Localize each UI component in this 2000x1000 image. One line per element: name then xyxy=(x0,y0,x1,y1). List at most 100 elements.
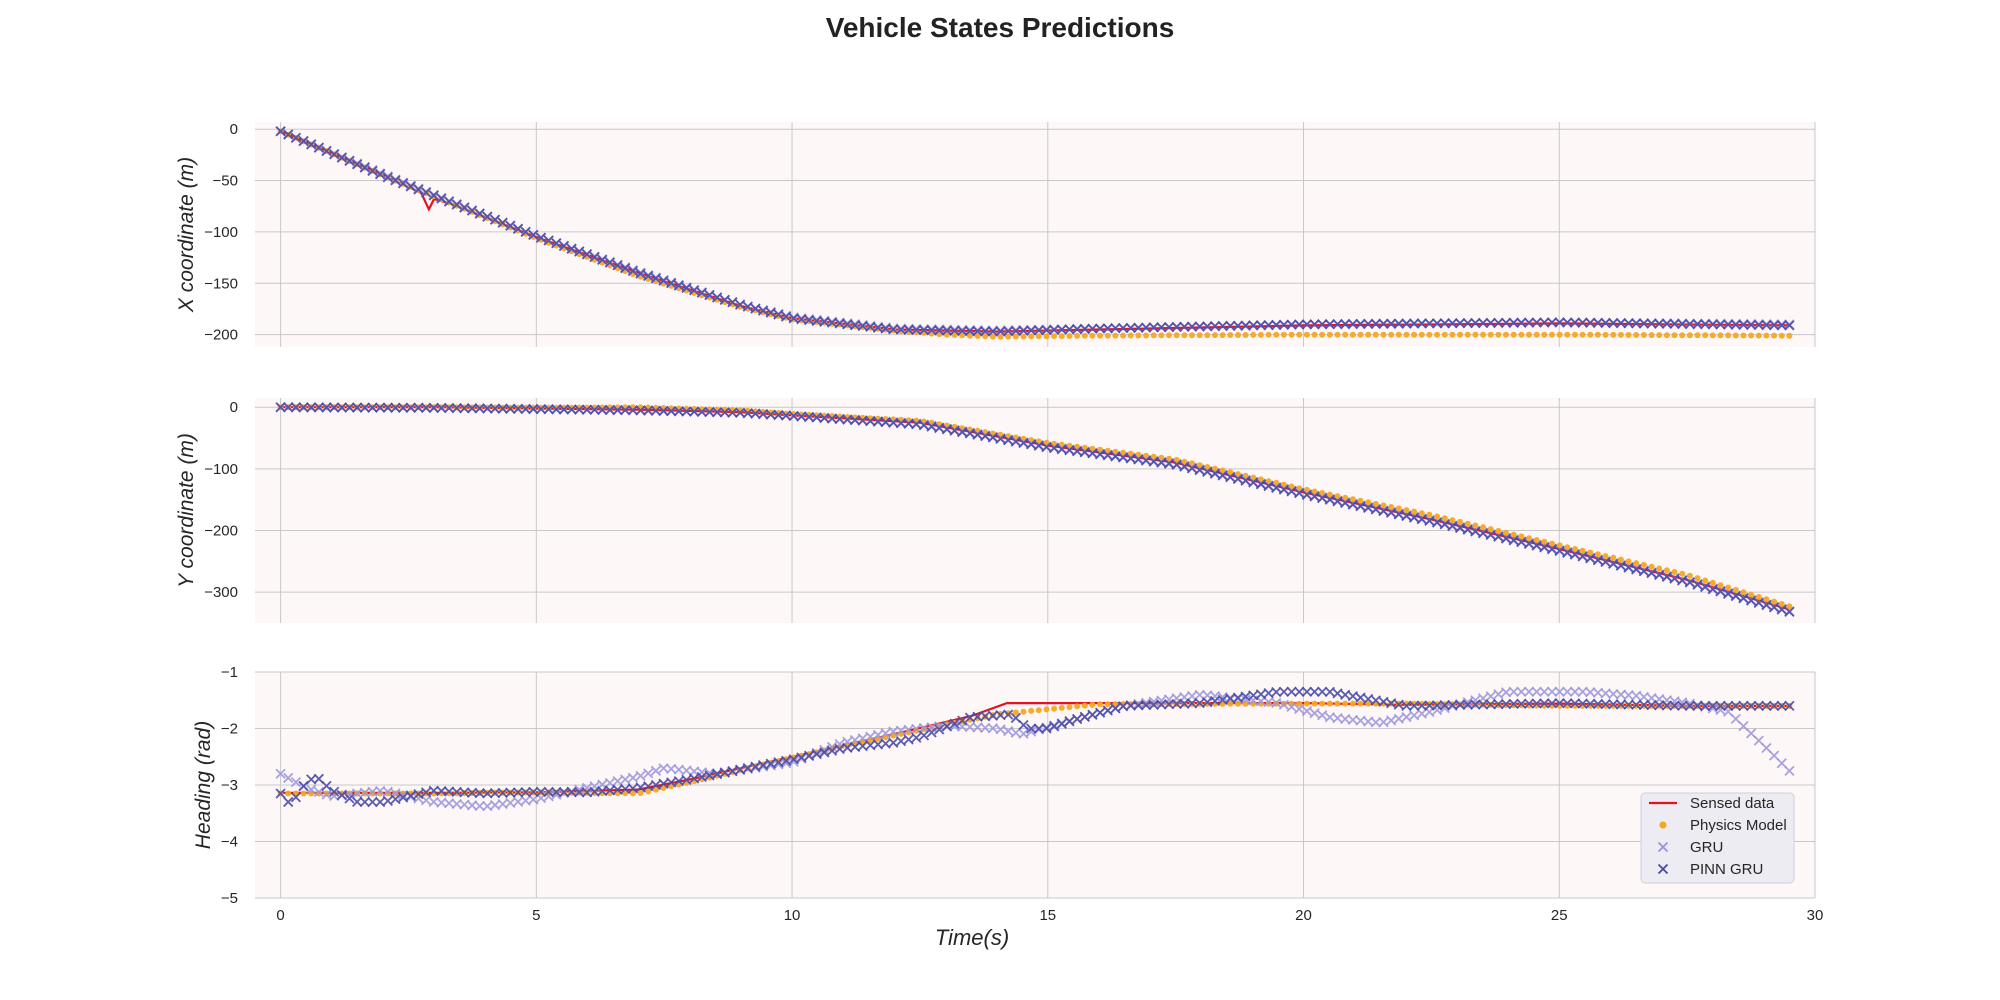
pinn-gru-point xyxy=(275,402,286,413)
pinn-gru-point xyxy=(574,404,585,415)
pinn-gru-point xyxy=(1592,698,1604,710)
physics-model-point xyxy=(1725,584,1732,591)
pinn-gru-point xyxy=(666,405,677,417)
y-tick-label: −200 xyxy=(204,327,238,344)
pinn-gru-point xyxy=(1761,700,1772,712)
pinn-gru-point xyxy=(505,220,516,231)
physics-model-point xyxy=(1610,554,1617,561)
pinn-gru-point xyxy=(1033,325,1044,336)
gru-point xyxy=(306,784,317,795)
pinn-gru-point xyxy=(689,773,700,784)
physics-model-point xyxy=(1212,332,1218,339)
pinn-gru-point xyxy=(719,294,730,306)
pinn-gru-point xyxy=(934,724,945,735)
pinn-gru-point xyxy=(1477,528,1489,539)
pinn-gru-point xyxy=(1271,319,1282,331)
pinn-gru-point xyxy=(1669,318,1680,330)
pinn-gru-point xyxy=(1554,697,1565,709)
pinn-gru-point xyxy=(1715,319,1726,330)
physics-model-point xyxy=(1594,331,1601,338)
pinn-gru-point xyxy=(558,404,570,415)
pinn-gru-point xyxy=(972,326,983,337)
pinn-gru-point xyxy=(750,761,761,772)
pinn-gru-point xyxy=(367,796,378,808)
physics-model-point xyxy=(1296,485,1303,492)
pinn-gru-point xyxy=(1684,318,1695,330)
pinn-gru-point xyxy=(826,745,838,756)
pinn-gru-point xyxy=(1523,698,1535,709)
pinn-gru-point xyxy=(306,139,317,150)
gru-point xyxy=(1416,708,1427,719)
pinn-gru-point xyxy=(497,787,508,799)
pinn-gru-point xyxy=(1723,588,1734,599)
physics-model-point xyxy=(1648,332,1655,339)
pinn-gru-point xyxy=(643,270,654,282)
physics-model-point xyxy=(1257,331,1264,338)
pinn-gru-point xyxy=(520,226,531,237)
pinn-gru-point xyxy=(765,307,776,318)
pinn-gru-point xyxy=(604,404,616,416)
physics-model-point xyxy=(1702,332,1709,339)
gru-point xyxy=(880,728,891,739)
pinn-gru-point xyxy=(1431,318,1443,329)
physics-model-point xyxy=(1755,593,1762,600)
physics-model-point xyxy=(1372,500,1379,507)
gru-point xyxy=(551,789,562,800)
pinn-gru-point xyxy=(1378,696,1389,707)
physics-model-point xyxy=(1434,331,1441,338)
physics-model-point xyxy=(1426,511,1433,518)
pinn-gru-point xyxy=(689,285,700,296)
physics-model-point xyxy=(1617,556,1624,563)
pinn-gru-point xyxy=(451,403,462,414)
physics-model-point xyxy=(1487,331,1494,338)
pinn-gru-point xyxy=(1723,319,1734,330)
pinn-gru-point xyxy=(1125,700,1136,711)
x-tick-label: 0 xyxy=(276,907,284,924)
pinn-gru-point xyxy=(1684,577,1695,588)
pinn-gru-point xyxy=(941,424,953,435)
pinn-gru-point xyxy=(558,240,570,252)
pinn-gru-point xyxy=(1516,536,1527,548)
pinn-gru-point xyxy=(505,403,516,414)
gru-point xyxy=(1470,695,1481,706)
physics-model-point xyxy=(1365,499,1372,506)
pinn-gru-point xyxy=(1393,509,1404,520)
pinn-gru-point xyxy=(1340,318,1351,330)
physics-model-point xyxy=(1028,333,1035,340)
pinn-gru-point xyxy=(1730,590,1741,602)
pinn-gru-point xyxy=(1386,318,1397,329)
physics-model-point xyxy=(660,785,667,791)
physics-model-point xyxy=(1510,702,1517,709)
physics-model-point xyxy=(974,333,981,339)
physics-model-point xyxy=(1579,331,1586,338)
pinn-gru-point xyxy=(1340,689,1351,700)
pinn-gru-point xyxy=(535,786,547,797)
pinn-gru-point xyxy=(1225,472,1236,483)
pinn-gru-point xyxy=(1761,599,1772,611)
physics-model-point xyxy=(1480,524,1487,531)
physics-model-point xyxy=(1250,331,1257,338)
pinn-gru-point xyxy=(597,404,608,416)
physics-model-point xyxy=(1656,332,1663,339)
pinn-gru-point xyxy=(1730,700,1741,712)
pinn-gru-point xyxy=(765,758,776,769)
pinn-gru-point xyxy=(1301,686,1313,697)
pinn-gru-point xyxy=(390,402,401,413)
pinn-gru-point xyxy=(1232,320,1244,331)
legend-label: GRU xyxy=(1690,839,1723,856)
pinn-gru-point xyxy=(1041,324,1052,336)
pinn-gru-point xyxy=(1531,317,1542,328)
gru-point xyxy=(420,795,432,806)
pinn-gru-point xyxy=(352,402,363,413)
physics-model-point xyxy=(1549,331,1555,338)
physics-model-point xyxy=(1725,332,1732,339)
physics-model-point xyxy=(1541,538,1548,545)
pinn-gru-point xyxy=(1753,700,1764,712)
pinn-gru-point xyxy=(1485,699,1496,710)
physics-model-point xyxy=(1135,332,1142,339)
x-tick-label: 30 xyxy=(1807,907,1824,924)
pinn-gru-point xyxy=(482,403,493,414)
pinn-gru-point xyxy=(1677,575,1688,586)
gru-point xyxy=(574,784,585,795)
physics-model-point xyxy=(1326,491,1333,498)
